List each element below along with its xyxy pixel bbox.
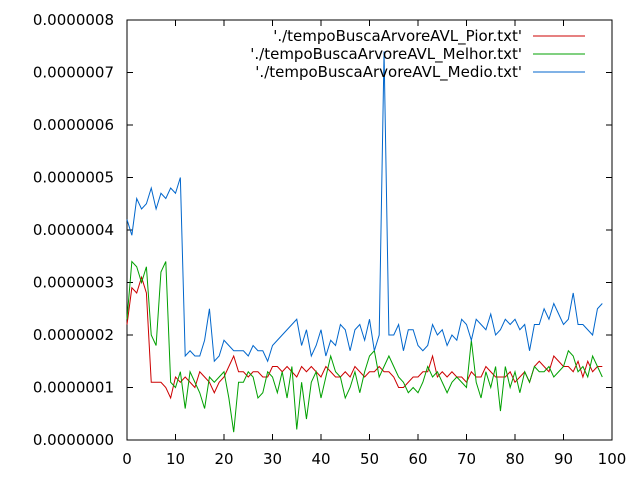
x-tick-label: 40 — [311, 450, 330, 468]
y-tick-labels: 0.0000000 0.0000001 0.0000002 0.0000003 0.00… — [33, 11, 114, 449]
x-tick-label: 0 — [122, 450, 132, 468]
x-tick-label: 100 — [598, 450, 627, 468]
series-line-2 — [126, 51, 603, 363]
plot-border — [126, 19, 613, 441]
legend-label: './tempoBuscaArvoreAVL_Melhor.txt' — [250, 45, 522, 64]
x-tick-label: 50 — [360, 450, 379, 468]
x-tick-label: 60 — [408, 450, 427, 468]
series-lines — [126, 51, 603, 433]
legend-label: './tempoBuscaArvoreAVL_Pior.txt' — [273, 27, 522, 46]
axis-ticks — [126, 19, 613, 441]
y-tick-label: 0.0000003 — [33, 274, 114, 292]
legend-label: './tempoBuscaArvoreAVL_Medio.txt' — [255, 63, 522, 82]
x-tick-label: 20 — [214, 450, 233, 468]
y-tick-label: 0.0000007 — [33, 64, 114, 82]
y-tick-label: 0.0000006 — [33, 116, 114, 134]
y-tick-label: 0.0000005 — [33, 169, 114, 187]
series-line-1 — [126, 260, 603, 433]
x-tick-label: 80 — [505, 450, 524, 468]
y-tick-label: 0.0000008 — [33, 11, 114, 29]
y-tick-label: 0.0000002 — [33, 326, 114, 344]
series-line-0 — [126, 275, 603, 400]
x-tick-label: 90 — [554, 450, 573, 468]
y-tick-label: 0.0000004 — [33, 221, 114, 239]
plot-frame — [126, 19, 613, 441]
y-tick-label: 0.0000001 — [33, 379, 114, 397]
x-tick-label: 10 — [166, 450, 185, 468]
x-tick-label: 70 — [457, 450, 476, 468]
x-tick-label: 30 — [263, 450, 282, 468]
x-tick-labels: 0 10 20 30 40 50 60 70 80 90 100 — [122, 450, 626, 468]
legend: './tempoBuscaArvoreAVL_Pior.txt''./tempo… — [250, 27, 585, 82]
y-tick-label: 0.0000000 — [33, 431, 114, 449]
